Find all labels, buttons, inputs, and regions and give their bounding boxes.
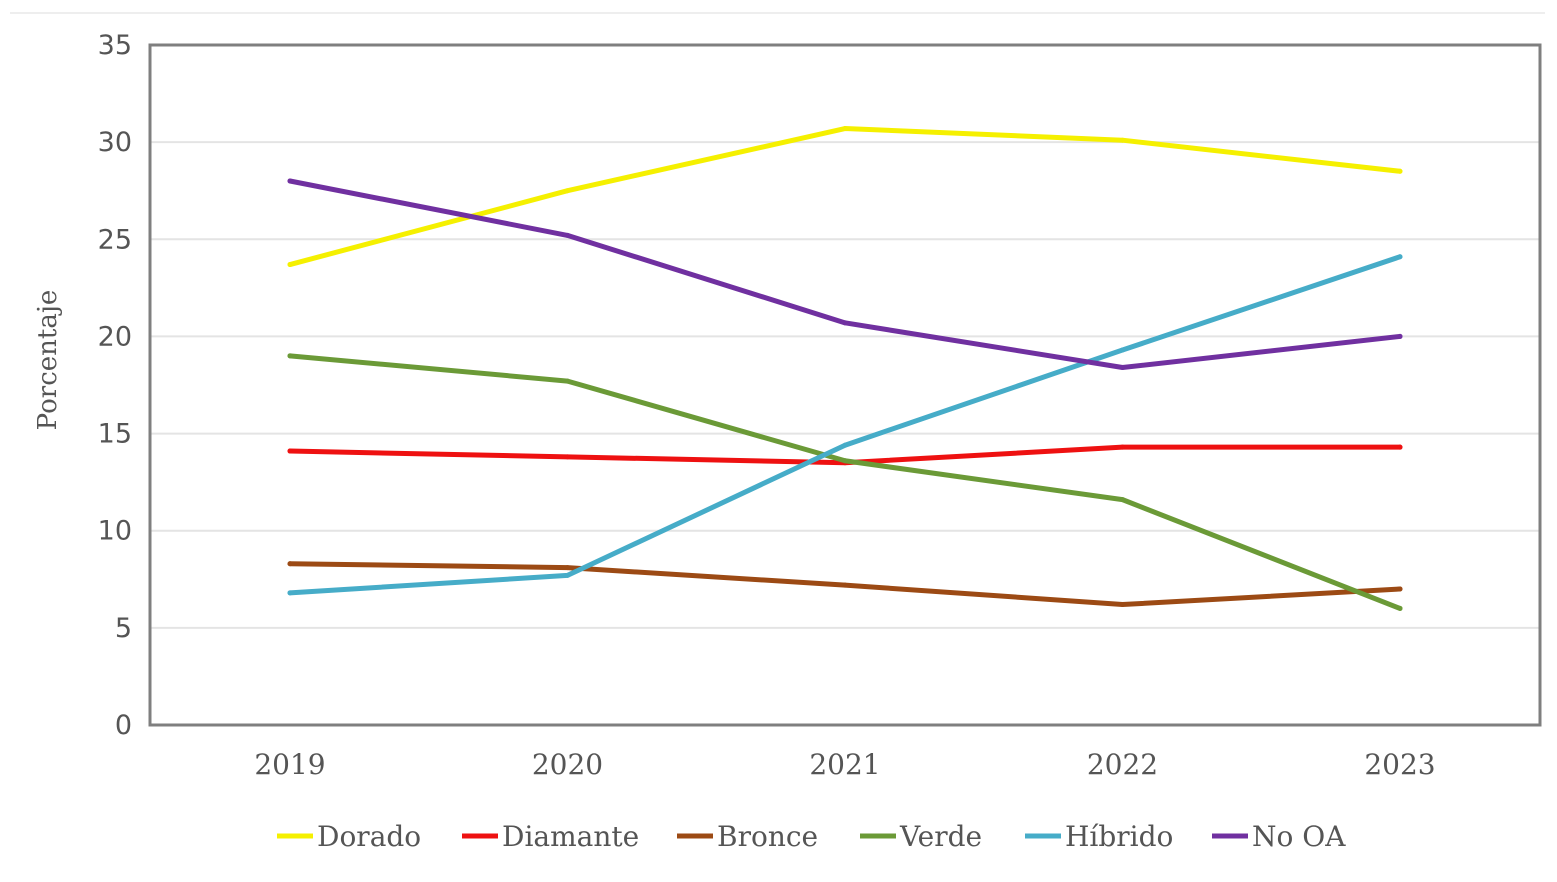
series-line-dorado	[287, 126, 1403, 268]
data-point-verde-2021	[842, 458, 848, 464]
series-h-brido	[287, 254, 1403, 596]
legend-item-h-brido: Híbrido	[1025, 820, 1173, 853]
y-tick-label-0: 0	[115, 710, 132, 741]
x-tick-label-2020: 2020	[532, 748, 603, 781]
data-point-no-oa-2019	[287, 178, 293, 184]
y-tick-label-30: 30	[98, 127, 132, 158]
gridlines	[150, 44, 1540, 629]
legend-label-bronce: Bronce	[717, 820, 818, 853]
data-point-h-brido-2023	[1397, 254, 1403, 260]
legend-label-diamante: Diamante	[502, 820, 639, 853]
data-point-bronce-2022	[1120, 602, 1125, 608]
data-point-no-oa-2021	[842, 320, 848, 326]
legend-item-bronce: Bronce	[677, 820, 818, 853]
data-point-diamante-2020	[565, 454, 570, 460]
y-tick-label-35: 35	[98, 30, 132, 61]
data-point-bronce-2019	[287, 561, 293, 567]
series-verde	[287, 353, 1403, 611]
data-point-verde-2022	[1120, 497, 1125, 503]
data-point-no-oa-2022	[1120, 365, 1125, 371]
plot-area	[148, 43, 1542, 727]
y-tick-label-15: 15	[98, 419, 132, 450]
data-point-dorado-2020	[565, 188, 570, 194]
x-tick-label-2023: 2023	[1364, 748, 1435, 781]
data-point-diamante-2019	[287, 448, 293, 454]
data-point-bronce-2021	[842, 582, 848, 588]
x-tick-label-2019: 2019	[254, 748, 325, 781]
legend-item-no-oa: No OA	[1212, 820, 1346, 853]
legend-item-diamante: Diamante	[462, 820, 639, 853]
data-point-h-brido-2022	[1120, 347, 1125, 353]
data-point-bronce-2020	[565, 565, 570, 571]
data-point-dorado-2023	[1397, 168, 1403, 174]
data-point-no-oa-2023	[1397, 333, 1403, 339]
x-tick-label-2022: 2022	[1087, 748, 1158, 781]
data-point-h-brido-2020	[565, 572, 570, 578]
y-tick-label-25: 25	[98, 224, 132, 255]
data-point-verde-2020	[565, 378, 570, 384]
legend-item-dorado: Dorado	[277, 820, 421, 853]
y-tick-label-10: 10	[98, 516, 132, 547]
data-point-diamante-2022	[1120, 444, 1125, 450]
data-point-dorado-2019	[287, 262, 293, 268]
legend-label-no-oa: No OA	[1252, 820, 1346, 853]
y-axis-ticks: 0 5 10 15 20 25 30 35	[98, 30, 132, 741]
legend-label-dorado: Dorado	[317, 820, 421, 853]
series-lines	[287, 126, 1403, 611]
data-point-dorado-2022	[1120, 137, 1125, 143]
legend-label-h-brido: Híbrido	[1065, 820, 1173, 853]
y-axis-title: Porcentaje	[33, 290, 63, 431]
series-dorado	[287, 126, 1403, 268]
y-tick-label-20: 20	[98, 321, 132, 352]
data-point-h-brido-2019	[287, 590, 293, 596]
x-axis-ticks: 2019 2020 2021 2022 2023	[254, 748, 1435, 781]
data-point-no-oa-2020	[565, 232, 570, 238]
legend: Dorado Diamante Bronce Verde Híbrido No OA	[277, 820, 1346, 853]
data-point-verde-2019	[287, 353, 293, 359]
series-no-oa	[287, 178, 1403, 371]
data-point-bronce-2023	[1397, 586, 1403, 592]
legend-item-verde: Verde	[860, 820, 982, 853]
series-line-verde	[287, 353, 1403, 611]
series-bronce	[287, 561, 1403, 608]
data-point-dorado-2021	[842, 126, 848, 132]
series-line-no-oa	[287, 178, 1403, 371]
data-point-h-brido-2021	[842, 442, 848, 448]
y-tick-label-5: 5	[115, 613, 132, 644]
x-tick-label-2021: 2021	[809, 748, 880, 781]
legend-label-verde: Verde	[899, 820, 982, 853]
data-point-verde-2023	[1397, 605, 1403, 611]
data-point-diamante-2023	[1397, 444, 1403, 450]
